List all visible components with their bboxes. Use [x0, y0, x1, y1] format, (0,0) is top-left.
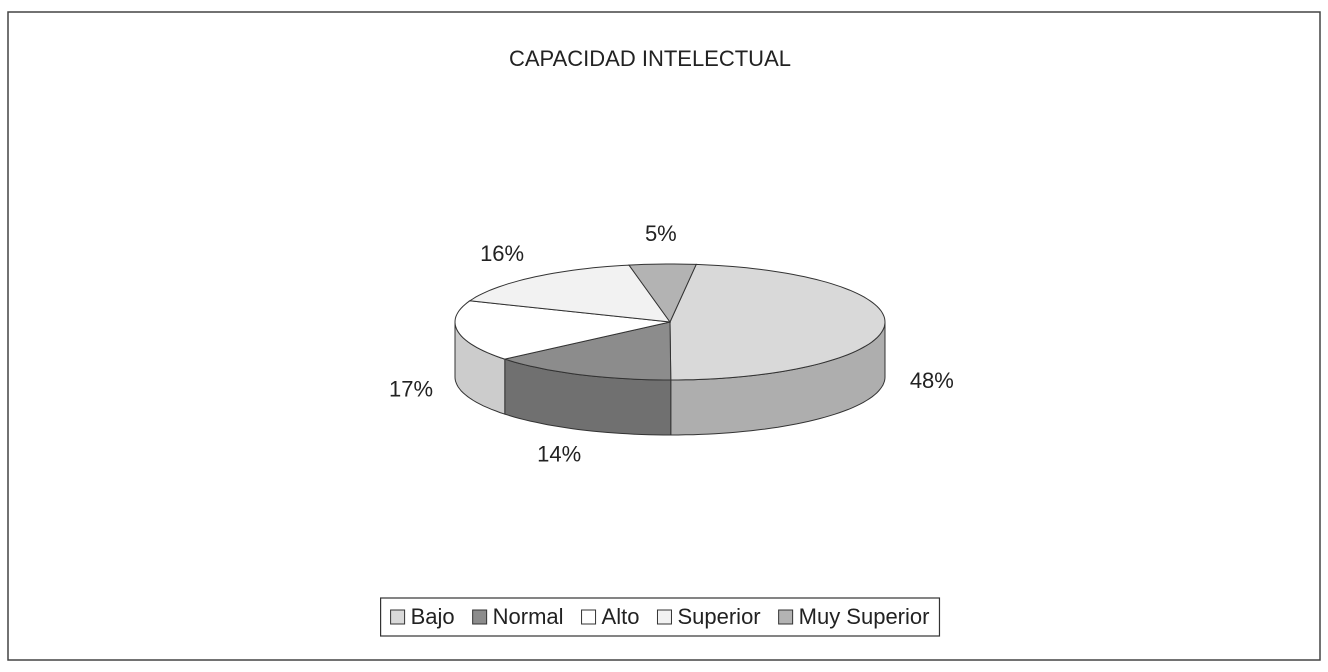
legend-label: Superior — [677, 604, 760, 629]
data-label: 5% — [645, 221, 677, 246]
slice — [669, 263, 886, 381]
legend-swatch — [778, 609, 794, 625]
slice — [468, 264, 672, 323]
legend-swatch — [390, 609, 406, 625]
legend-label: Muy Superior — [799, 604, 930, 629]
slice — [502, 321, 672, 381]
legend-label: Alto — [602, 604, 640, 629]
legend-label: Normal — [493, 604, 564, 629]
legend-label: Bajo — [411, 604, 455, 629]
legend-swatch — [656, 609, 672, 625]
data-label: 16% — [480, 241, 524, 266]
data-label: 17% — [389, 377, 433, 402]
legend-swatch — [472, 609, 488, 625]
slice — [454, 300, 671, 360]
data-label: 14% — [537, 442, 581, 467]
data-label: 48% — [910, 368, 954, 393]
legend: Bajo Normal Alto Superior Muy Superior — [380, 597, 941, 637]
slice — [628, 263, 697, 323]
legend-swatch — [581, 609, 597, 625]
chart-title: CAPACIDAD INTELECTUAL — [509, 46, 791, 71]
